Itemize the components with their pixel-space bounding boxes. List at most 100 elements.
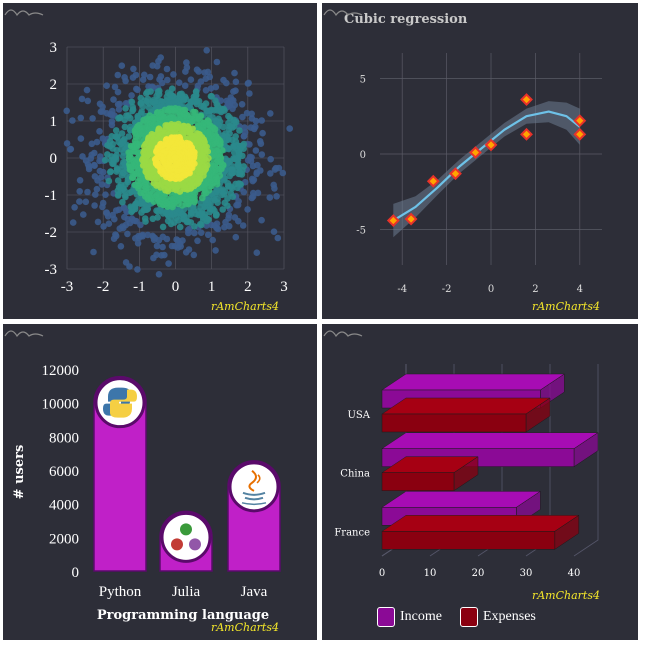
scatter-point xyxy=(185,246,193,253)
bar-icon-bg xyxy=(94,377,146,429)
scatter-point xyxy=(258,216,265,224)
scatter-point xyxy=(246,90,253,97)
x-tick-label: 1 xyxy=(208,279,216,295)
scatter-point xyxy=(244,157,252,164)
data-point xyxy=(449,167,462,181)
scatter-point xyxy=(190,251,198,259)
scatter-point xyxy=(88,140,96,148)
scatter-point xyxy=(183,59,190,66)
scatter-point xyxy=(155,271,163,278)
scatter-point xyxy=(90,248,97,256)
bar-expenses-china xyxy=(381,456,479,492)
scatter-point xyxy=(83,86,91,94)
legend-item-expenses[interactable]: Expenses xyxy=(459,607,536,627)
scatter-point xyxy=(134,240,142,247)
scatter-point xyxy=(161,251,168,259)
scatter-point xyxy=(279,169,287,177)
y-tick-label: USA xyxy=(348,410,371,421)
scatter-point xyxy=(159,233,167,241)
amcharts-logo-icon xyxy=(323,9,363,17)
scatter-point xyxy=(114,88,122,96)
scatter-point xyxy=(105,177,113,185)
y-tick-label: 0 xyxy=(360,150,366,161)
scatter-point xyxy=(149,232,156,240)
x-tick-label: 2 xyxy=(532,284,538,295)
scatter-point xyxy=(274,234,282,242)
scatter-point xyxy=(286,125,294,132)
scatter-point xyxy=(76,198,83,205)
scatter-point xyxy=(271,166,279,173)
scatter-point xyxy=(187,76,195,83)
data-point xyxy=(573,114,587,128)
scatter-point xyxy=(121,123,129,131)
scatter-point xyxy=(174,205,181,213)
scatter-point xyxy=(258,117,265,124)
scatter-point xyxy=(232,233,240,241)
scatter-point xyxy=(252,147,260,154)
scatter-point xyxy=(91,162,98,169)
scatter-point xyxy=(141,215,149,222)
scatter-point xyxy=(254,189,262,197)
language-bar-panel: 0 2000 4000 6000 8000 10000 12000 # users Progra… xyxy=(3,324,317,640)
x-tick-label: 0 xyxy=(172,279,180,295)
scatter-point xyxy=(270,181,278,189)
scatter-point xyxy=(139,103,147,111)
y-axis-label: # users xyxy=(12,445,27,500)
julia-logo-icon xyxy=(171,523,201,551)
scatter-point xyxy=(139,76,147,83)
y-tick-label: 5 xyxy=(360,74,366,85)
y-tick-label: -1 xyxy=(45,188,58,204)
scatter-point xyxy=(213,220,221,227)
scatter-point xyxy=(231,69,238,77)
legend-item-income[interactable]: Income xyxy=(377,607,442,627)
scatter-point xyxy=(256,138,264,145)
data-point xyxy=(469,146,482,159)
scatter-point xyxy=(240,133,248,140)
scatter-point xyxy=(91,149,98,157)
scatter-point xyxy=(91,202,98,209)
scatter-point xyxy=(259,129,266,137)
scatter-point xyxy=(118,130,126,137)
legend-swatch-expenses xyxy=(459,607,478,627)
x-axis-label: Programming language xyxy=(97,608,269,623)
scatter-point xyxy=(226,172,233,180)
scatter-point xyxy=(133,217,140,225)
y-tick-label: 2000 xyxy=(49,531,79,547)
x-tick-label: Python xyxy=(99,584,142,600)
scatter-point xyxy=(101,156,109,164)
scatter-point xyxy=(103,82,110,89)
cubic-regression-chart: -4 -2 0 2 4 -5 0 5 xyxy=(356,53,602,295)
bar-expenses-france xyxy=(381,514,580,550)
income-expenses-chart: 0 10 20 30 40 USA China France xyxy=(334,364,599,579)
scatter-point xyxy=(219,206,226,213)
scatter-point xyxy=(125,133,133,140)
scatter-point xyxy=(134,86,141,94)
scatter-point xyxy=(114,71,122,79)
scatter-point xyxy=(153,242,161,250)
scatter-point xyxy=(243,109,251,117)
scatter-point xyxy=(203,47,210,54)
scatter-point xyxy=(153,62,161,70)
scatter-point xyxy=(128,98,136,106)
scatter-point xyxy=(122,77,129,85)
scatter-point xyxy=(181,82,189,89)
scatter-point xyxy=(197,229,205,236)
scatter-point xyxy=(209,236,216,244)
scatter-point xyxy=(155,57,162,65)
x-tick-label: -2 xyxy=(97,279,110,295)
scatter-point xyxy=(227,190,235,197)
language-bar-chart: 0 2000 4000 6000 8000 10000 12000 # users Progra… xyxy=(12,363,281,623)
y-tick-label: -2 xyxy=(45,225,58,241)
data-point xyxy=(386,214,400,227)
scatter-point xyxy=(204,231,212,239)
x-tick-label: -2 xyxy=(442,284,452,295)
scatter-point xyxy=(120,204,128,211)
scatter-point xyxy=(146,73,154,81)
y-tick-label: 0 xyxy=(50,151,58,167)
scatter-point xyxy=(253,249,261,256)
scatter-point xyxy=(171,154,179,161)
scatter-point xyxy=(119,198,126,206)
scatter-point xyxy=(236,127,243,134)
y-tick-label: 12000 xyxy=(42,363,80,379)
scatter-point xyxy=(67,145,75,153)
